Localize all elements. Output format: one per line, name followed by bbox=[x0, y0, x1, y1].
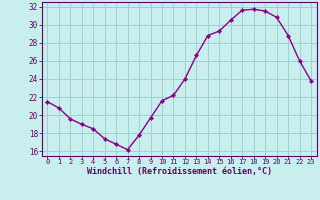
X-axis label: Windchill (Refroidissement éolien,°C): Windchill (Refroidissement éolien,°C) bbox=[87, 167, 272, 176]
